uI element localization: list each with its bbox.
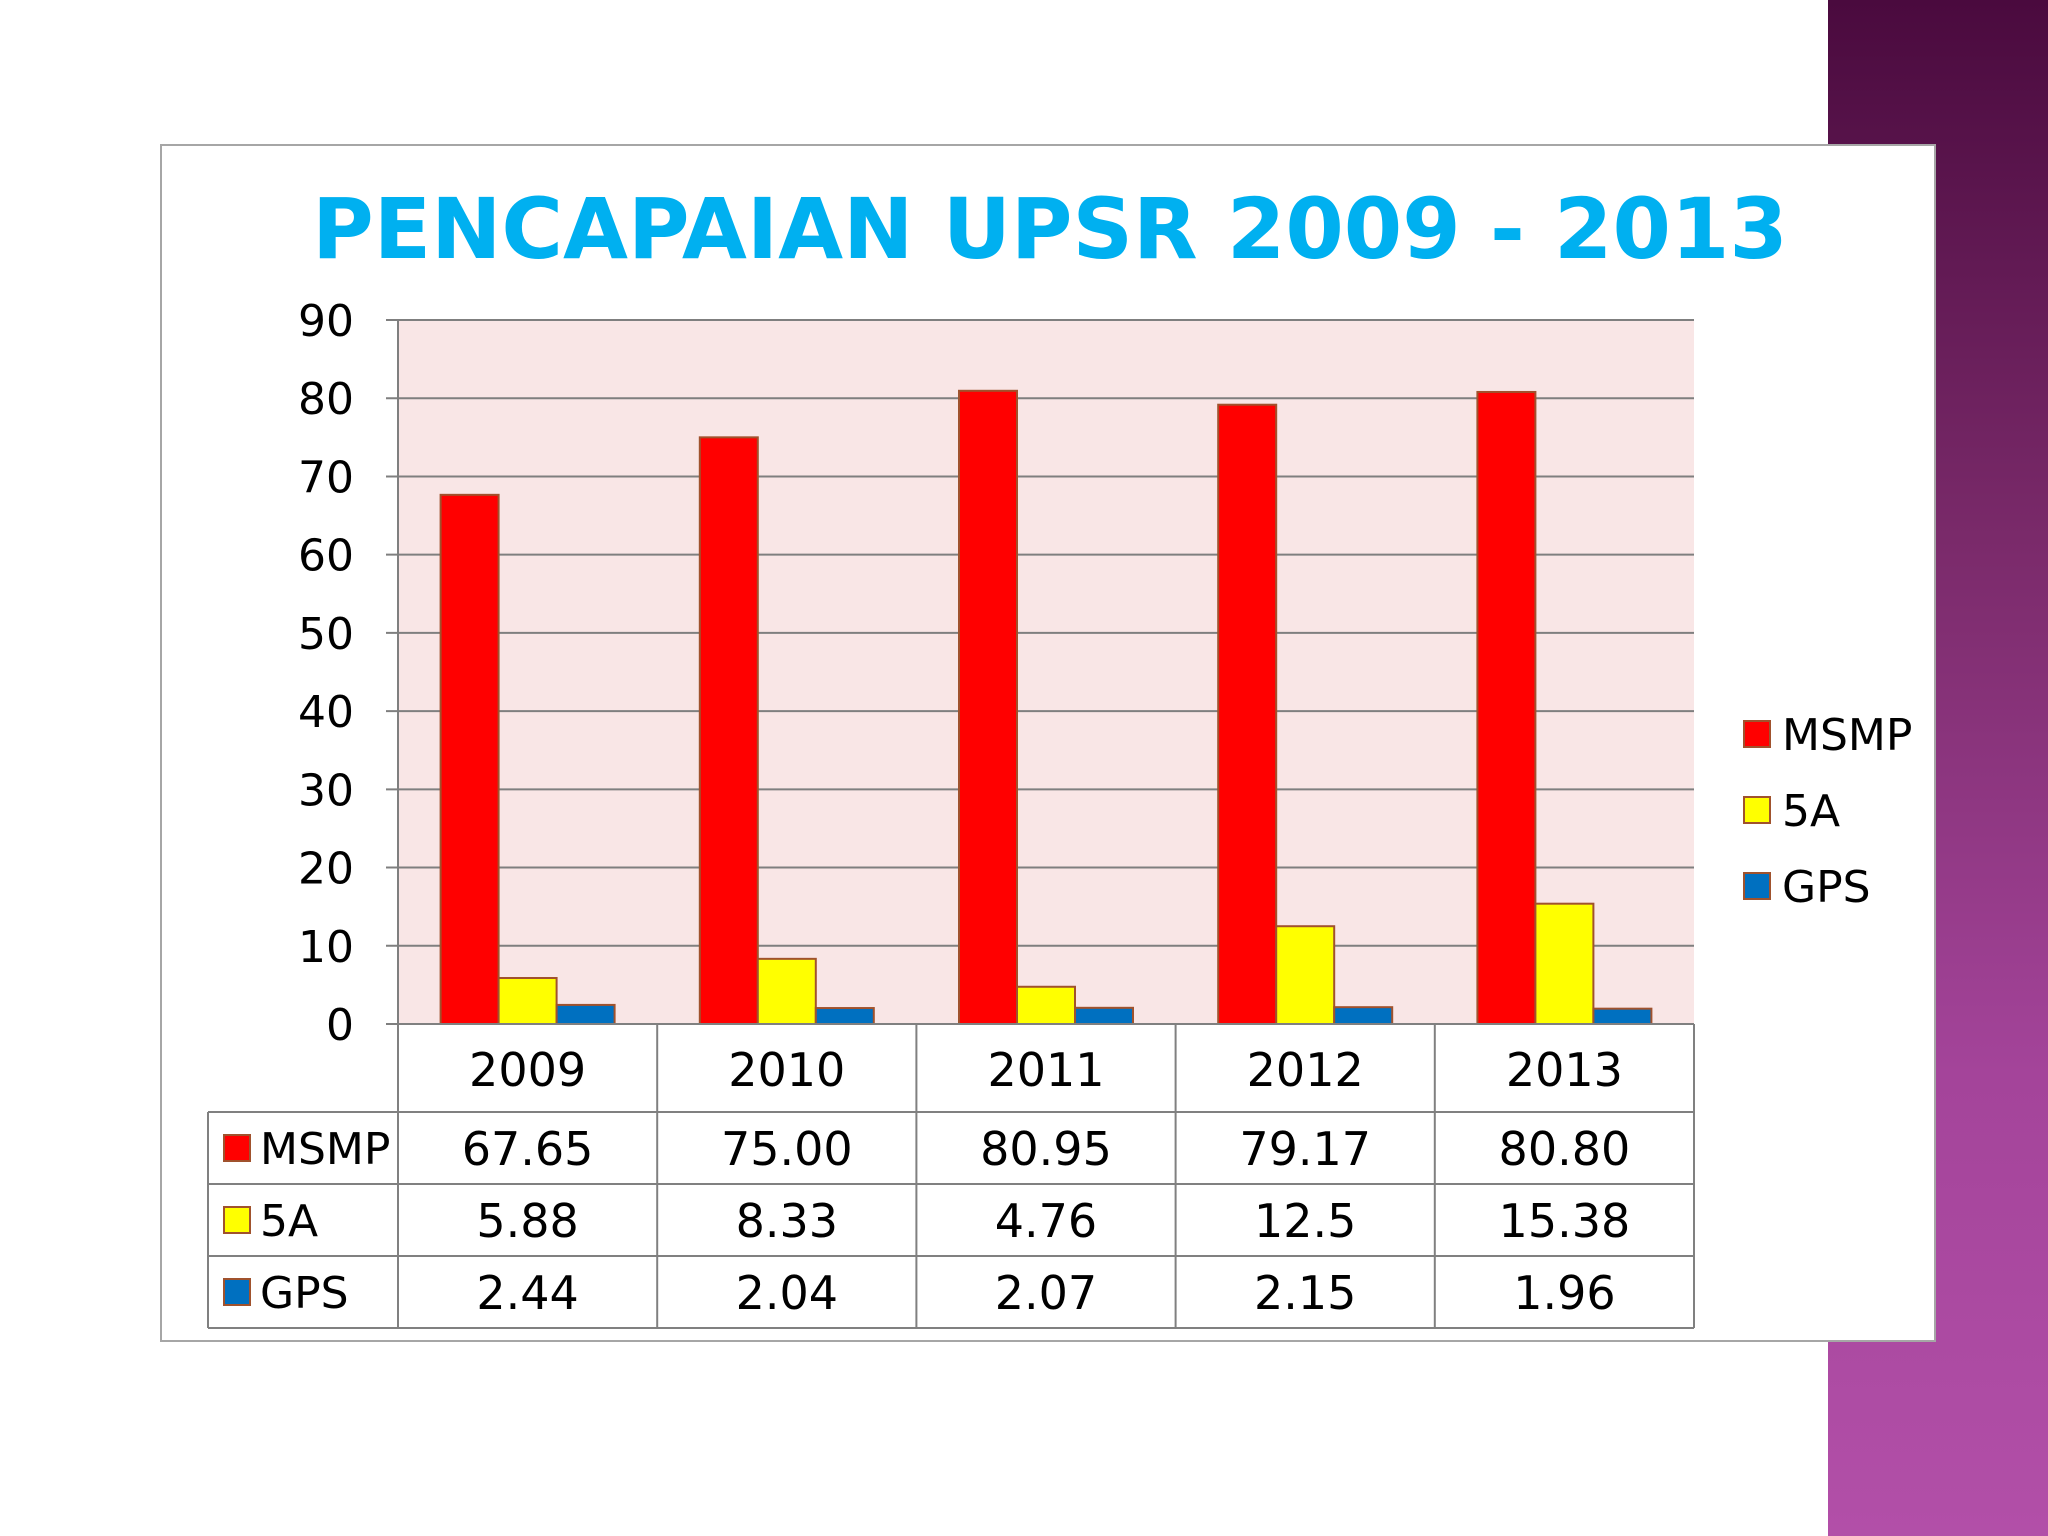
bar-msmp-2011 <box>958 389 1018 1025</box>
table-cell-value: 80.80 <box>1499 1122 1631 1176</box>
y-tick-label: 50 <box>298 609 354 660</box>
bar-gps-2012 <box>1333 1006 1394 1026</box>
bar-gps-2010 <box>814 1007 875 1025</box>
y-tick-label: 60 <box>298 531 354 582</box>
bar-msmp-2010 <box>698 436 759 1026</box>
table-cell-value: 5.88 <box>476 1194 578 1248</box>
y-tick-label: 10 <box>298 922 354 973</box>
table-cell-value: 4.76 <box>995 1194 1097 1248</box>
x-tick-label: 2009 <box>469 1043 586 1097</box>
bar-gps-2009 <box>555 1003 616 1025</box>
bar-5a-2010 <box>756 957 817 1025</box>
bar-msmp-2013 <box>1476 390 1537 1026</box>
table-cell-value: 79.17 <box>1239 1122 1371 1176</box>
table-cell-value: 2.04 <box>736 1266 838 1320</box>
table-cell-value: 2.44 <box>476 1266 578 1320</box>
table-cell-value: 67.65 <box>462 1122 594 1176</box>
table-cell-value: 2.07 <box>995 1266 1097 1320</box>
chart-title: PENCAPAIAN UPSR 2009 - 2013 <box>312 180 1788 278</box>
table-row-label: GPS <box>260 1268 349 1319</box>
y-tick-label: 30 <box>298 765 354 816</box>
y-tick-label: 0 <box>326 1000 354 1051</box>
legend-swatch-gps <box>1743 872 1771 900</box>
table-cell-value: 1.96 <box>1513 1266 1615 1320</box>
x-tick-label: 2013 <box>1506 1043 1623 1097</box>
data-table: 2009 2010 2011 2012 2013 MSMP 67.65 75.00 80.95 7… <box>207 1023 1695 1329</box>
bar-gps-2011 <box>1074 1006 1134 1025</box>
y-tick-label: 40 <box>298 687 354 738</box>
table-cell-value: 8.33 <box>736 1194 838 1248</box>
table-cell-value: 12.5 <box>1254 1194 1356 1248</box>
table-row-label: 5A <box>260 1196 318 1247</box>
bar-5a-2009 <box>497 977 558 1025</box>
legend-swatch-5a <box>1743 796 1771 824</box>
table-cell-value: 2.15 <box>1254 1266 1356 1320</box>
bar-5a-2012 <box>1275 925 1336 1026</box>
y-tick-label: 20 <box>298 844 354 895</box>
table-cell-value: 15.38 <box>1499 1194 1631 1248</box>
bars <box>439 389 1653 1026</box>
bar-gps-2013 <box>1592 1007 1653 1026</box>
legend-label: 5A <box>1782 786 1840 837</box>
bar-msmp-2012 <box>1217 403 1278 1025</box>
table-cell-value: 75.00 <box>721 1122 853 1176</box>
legend-swatch-msmp <box>1743 720 1771 748</box>
y-tick-label: 80 <box>298 374 354 425</box>
y-tick-label: 90 <box>298 296 354 347</box>
x-tick-label: 2012 <box>1247 1043 1364 1097</box>
x-tick-label: 2011 <box>987 1043 1104 1097</box>
chart-frame: PENCAPAIAN UPSR 2009 - 2013 0 10 20 30 40 50 6… <box>160 144 1936 1342</box>
y-axis-ticks: 0 10 20 30 40 50 60 70 80 90 <box>298 296 354 1051</box>
legend: MSMP 5A GPS <box>1743 710 1912 913</box>
bar-msmp-2009 <box>439 493 500 1025</box>
x-tick-label: 2010 <box>728 1043 845 1097</box>
bar-5a-2013 <box>1534 902 1595 1025</box>
gridlines <box>386 319 1694 1025</box>
legend-label: MSMP <box>1782 710 1912 761</box>
chart-svg: PENCAPAIAN UPSR 2009 - 2013 0 10 20 30 40 50 6… <box>207 180 1912 1329</box>
legend-label: GPS <box>1782 862 1871 913</box>
table-row-label: MSMP <box>260 1124 390 1175</box>
table-legend-swatch-gps <box>223 1278 251 1306</box>
table-legend-swatch-5a <box>223 1206 251 1234</box>
y-tick-label: 70 <box>298 452 354 503</box>
table-legend-swatch-msmp <box>223 1134 251 1162</box>
table-cell-value: 80.95 <box>980 1122 1112 1176</box>
bar-5a-2011 <box>1016 985 1076 1026</box>
